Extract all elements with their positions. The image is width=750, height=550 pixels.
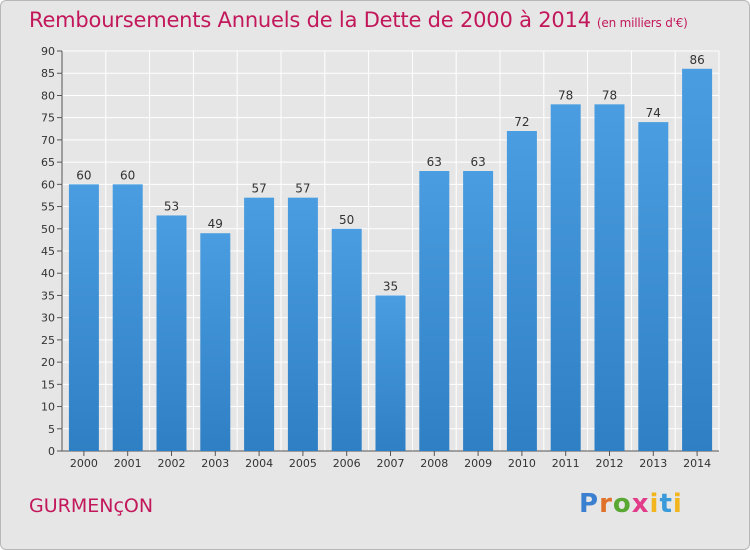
bar [419,171,450,451]
y-tick-label: 70 [41,134,55,147]
x-tick-label: 2004 [245,457,273,470]
y-tick-label: 60 [41,178,55,191]
y-tick-label: 90 [41,45,55,58]
bar-value-label: 53 [164,199,179,213]
bar-value-label: 74 [646,106,661,120]
bar-value-label: 78 [558,88,573,102]
bar [682,68,713,452]
x-tick-label: 2009 [464,457,492,470]
bar-value-label: 50 [339,213,354,227]
y-tick-label: 65 [41,156,55,169]
bar [638,122,669,451]
bar-value-label: 63 [470,155,485,169]
bar [463,171,494,451]
y-tick-label: 15 [41,378,55,391]
bar-value-label: 57 [251,182,266,196]
x-tick-label: 2005 [289,457,317,470]
x-tick-label: 2006 [333,457,361,470]
logo-letter: P [579,489,600,519]
y-tick-label: 35 [41,289,55,302]
y-tick-label: 75 [41,112,55,125]
bar-value-label: 35 [383,279,398,293]
logo-letter: t [659,489,673,519]
logo-letter: i [649,489,660,519]
bar [156,215,187,451]
y-tick-label: 5 [48,423,55,436]
y-tick-label: 0 [48,445,55,458]
logo-letter: i [672,489,683,519]
x-tick-label: 2002 [158,457,186,470]
x-tick-label: 2012 [596,457,624,470]
bar [244,197,275,451]
bar [112,184,143,452]
y-tick-label: 40 [41,267,55,280]
y-tick-label: 10 [41,401,55,414]
x-tick-label: 2008 [420,457,448,470]
bar [375,295,406,451]
logo-letter: x [631,489,650,519]
logo-letter: r [599,489,613,519]
bar [594,104,625,451]
x-tick-label: 2011 [552,457,580,470]
bar-value-label: 60 [76,168,91,182]
bar [287,197,318,451]
bar-value-label: 78 [602,88,617,102]
proxiti-logo[interactable]: Proxiti [579,489,683,519]
logo-letter: o [612,489,632,519]
x-tick-label: 2010 [508,457,536,470]
bar [550,104,581,451]
chart-title: Remboursements Annuels de la Dette de 20… [29,8,688,32]
y-tick-label: 20 [41,356,55,369]
bar-value-label: 60 [120,168,135,182]
bar-value-label: 57 [295,182,310,196]
x-tick-label: 2000 [70,457,98,470]
bar [331,228,362,451]
x-tick-label: 2001 [114,457,142,470]
y-tick-label: 85 [41,67,55,80]
bar-value-label: 72 [514,115,529,129]
bar [506,131,537,451]
y-tick-label: 55 [41,201,55,214]
x-tick-label: 2007 [377,457,405,470]
x-tick-label: 2003 [201,457,229,470]
bar [200,233,231,451]
bar-value-label: 86 [689,53,704,67]
y-tick-label: 45 [41,245,55,258]
x-tick-label: 2014 [683,457,711,470]
bar-value-label: 49 [208,217,223,231]
bar [68,184,99,452]
y-tick-label: 50 [41,223,55,236]
city-name: GURMENçON [29,495,154,517]
x-tick-label: 2013 [639,457,667,470]
y-tick-label: 80 [41,89,55,102]
y-tick-label: 30 [41,312,55,325]
chart-unit: (en milliers d'€) [596,16,688,30]
y-tick-label: 25 [41,334,55,347]
chart-title-text: Remboursements Annuels de la Dette de 20… [29,8,591,32]
bar-value-label: 63 [427,155,442,169]
